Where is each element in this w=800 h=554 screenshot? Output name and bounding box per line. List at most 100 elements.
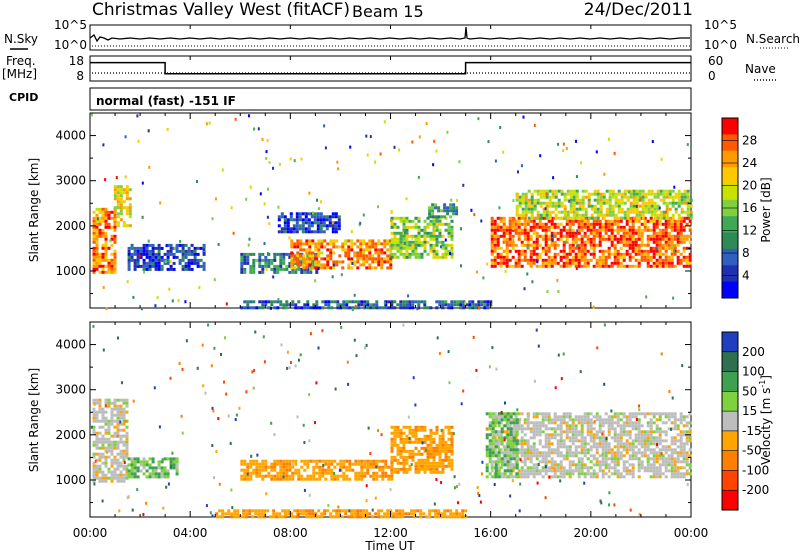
scatter-cell [619,427,623,431]
scatter-cell [488,442,492,446]
scatter-cell [312,303,316,307]
scatter-cell [680,216,684,220]
scatter-cell [113,206,117,210]
scatter-cell [608,210,612,214]
scatter-cell [625,240,629,244]
scatter-cell [503,436,507,440]
scatter-cell [673,451,677,455]
scatter-cell [169,463,173,467]
scatter-cell [104,428,108,432]
scatter-cell [98,398,102,402]
scatter-cell [166,475,170,479]
freq-left-label-2: [MHz] [2,67,37,81]
scatter-cell [485,463,489,467]
scatter-cell [417,225,421,229]
scatter-cell [514,249,518,253]
scatter-cell [372,477,376,481]
scatter-cell [496,252,500,256]
scatter-cell [580,472,584,476]
scatter-cell [649,258,653,262]
scatter-cell [506,424,510,428]
scatter-cell [502,261,506,265]
scatter-cell [318,459,322,463]
scatter-cell [360,468,364,472]
scatter-cell [601,261,605,265]
scatter-speck [672,244,675,248]
scatter-cell [568,228,572,232]
scatter-cell [550,216,554,220]
scatter-cell [273,300,277,304]
scatter-cell [655,445,659,449]
scatter-cell [580,445,584,449]
scatter-cell [242,512,246,516]
scatter-cell [673,225,677,229]
scatter-cell [374,266,378,270]
scatter-cell [650,207,654,211]
scatter-cell [587,204,591,208]
scatter-cell [674,201,678,205]
scatter-cell [438,443,442,447]
scatter-cell [283,230,287,234]
scatter-cell [655,264,659,268]
scatter-cell [619,255,623,259]
scatter-cell [450,303,454,307]
scatter-cell [494,418,498,422]
scatter-cell [101,440,105,444]
scatter-cell [515,439,519,443]
scatter-cell [122,467,126,471]
scatter-cell [252,258,256,262]
scatter-region [390,216,454,259]
scatter-cell [614,192,618,196]
scatter-cell [293,257,297,261]
scatter-cell [334,221,338,225]
scatter-cell [643,433,647,437]
scatter-cell [491,460,495,464]
scatter-cell [417,467,421,471]
scatter-speck [613,151,616,155]
scatter-cell [563,198,567,202]
scatter-speck [248,237,251,241]
scatter-cell [535,234,539,238]
scatter-speck [263,202,266,206]
scatter-cell [285,462,289,466]
scatter-cell [289,212,293,216]
scatter-cell [432,446,436,450]
scatter-cell [604,421,608,425]
scatter-cell [101,219,105,223]
scatter-cell [532,222,536,226]
scatter-cell [580,415,584,419]
scatter-cell [104,240,108,244]
scatter-cell [625,472,629,476]
scatter-cell [160,267,164,271]
scatter-cell [447,443,451,447]
scatter-cell [402,446,406,450]
scatter-cell [291,477,295,481]
scatter-cell [512,436,516,440]
scatter-cell [565,255,569,259]
scatter-cell [592,237,596,241]
scatter-cell [682,433,686,437]
scatter-cell [356,260,360,264]
scatter-cell [299,242,303,246]
scatter-cell [429,470,433,474]
scatter-cell [334,224,338,228]
scatter-cell [113,407,117,411]
scatter-cell [371,515,375,519]
scatter-speck [221,168,224,172]
scatter-cell [676,258,680,262]
scatter-cell [401,509,405,513]
scatter-cell [432,449,436,453]
scatter-cell [583,219,587,223]
scatter-cell [314,254,318,258]
scatter-cell [646,433,650,437]
scatter-cell [661,264,665,268]
scatter-cell [547,237,551,241]
scatter-cell [386,266,390,270]
scatter-cell [408,255,412,259]
scatter-cell [617,210,621,214]
scatter-cell [532,219,536,223]
scatter-cell [664,457,668,461]
scatter-cell [562,415,566,419]
scatter-cell [640,255,644,259]
scatter-cell [426,437,430,441]
